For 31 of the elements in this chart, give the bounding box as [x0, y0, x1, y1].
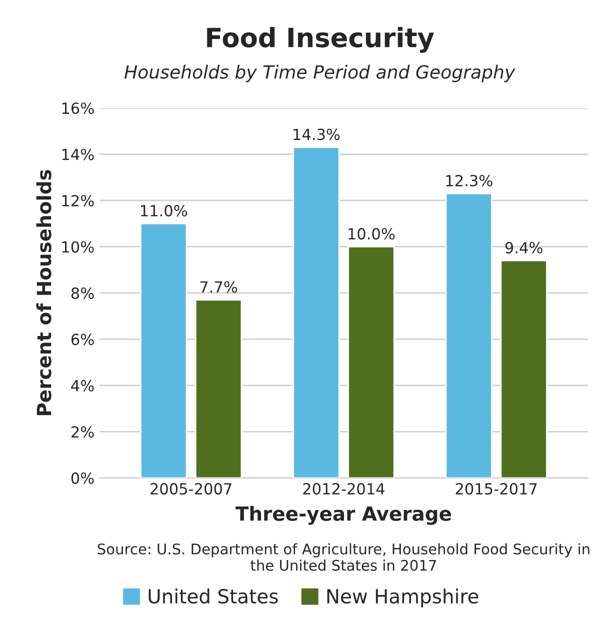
y-tick-label: 16% [62, 102, 94, 114]
data-label: 7.7% [200, 281, 238, 293]
y-tick-label: 2% [72, 426, 94, 438]
y-tick-label: 10% [62, 241, 94, 253]
y-tick-label: 14% [62, 148, 94, 160]
y-tick-label: 6% [71, 334, 94, 346]
y-tick-label: 0% [71, 472, 94, 484]
data-label: 10.0% [348, 228, 395, 240]
chart-title: Food Insecurity [207, 27, 434, 53]
y-tick-label: 8% [71, 287, 94, 299]
bar [445, 192, 492, 478]
x-axis-title: Three-year Average [236, 506, 452, 525]
bar [292, 146, 340, 478]
data-label: 14.3% [294, 128, 340, 140]
bar [194, 299, 242, 478]
bar [348, 246, 395, 478]
data-label: 12.3% [446, 174, 492, 186]
y-tick-label: 12% [62, 194, 94, 207]
x-tick-label: 2012-2014 [303, 483, 384, 495]
chart-subtitle: Households by Time Period and Geography [124, 64, 516, 82]
bar [500, 260, 548, 478]
legend-label: United States [148, 588, 278, 604]
data-label: 11.0% [141, 204, 188, 216]
y-axis-title: Percent of Households [36, 170, 52, 416]
source-note: Source: U.S. Department of Agriculture, Household Food Security in the United States in 2017 [98, 543, 590, 571]
bar [140, 222, 188, 478]
data-label: 9.4% [505, 242, 542, 254]
legend-label: New Hampshire [327, 588, 478, 608]
x-tick-label: 2015-2017 [456, 483, 537, 495]
y-tick-label: 4% [71, 380, 94, 392]
x-tick-label: 2005-2007 [150, 483, 232, 495]
